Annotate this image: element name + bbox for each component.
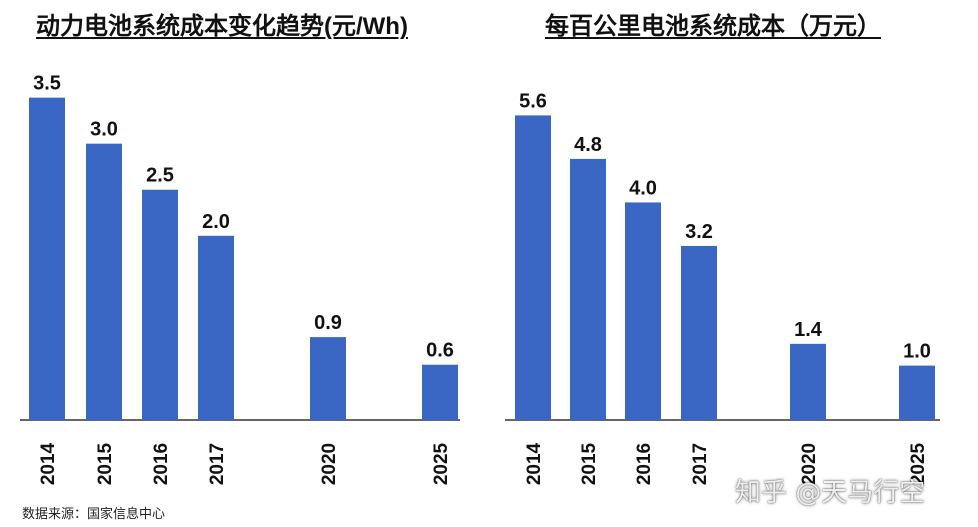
left-value-label: 2.0	[202, 211, 230, 233]
right-tick-label: 2017	[690, 443, 711, 485]
right-chart-title: 每百公里电池系统成本（万元）	[545, 13, 881, 40]
watermark: 知乎 @天马行空	[735, 478, 926, 508]
right-bar	[570, 158, 606, 420]
right-value-label: 1.4	[794, 319, 823, 341]
right-value-label: 5.6	[519, 90, 547, 112]
left-value-label: 0.6	[426, 340, 454, 362]
left-value-label: 2.5	[146, 165, 174, 187]
left-tick-label: 2014	[38, 442, 59, 485]
right-bar	[899, 365, 935, 420]
left-bar	[310, 337, 346, 420]
left-bar	[86, 143, 122, 420]
left-chart-title: 动力电池系统成本变化趋势(元/Wh)	[36, 13, 408, 40]
left-tick-label: 2016	[151, 443, 172, 485]
right-value-label: 4.0	[629, 177, 657, 199]
data-source-note: 数据来源：国家信息中心	[22, 507, 166, 522]
right-bar	[515, 115, 551, 421]
right-value-label: 4.8	[574, 134, 602, 156]
right-tick-label: 2020	[799, 443, 820, 485]
left-bar	[29, 97, 65, 420]
right-tick-label: 2025	[908, 442, 929, 485]
right-tick-label: 2016	[634, 443, 655, 485]
right-value-label: 1.0	[903, 341, 931, 363]
left-bar	[422, 364, 458, 420]
left-tick-label: 2025	[431, 442, 452, 485]
left-tick-label: 2020	[319, 443, 340, 485]
right-bar	[681, 245, 717, 420]
left-value-label: 0.9	[314, 312, 342, 334]
right-tick-label: 2014	[524, 442, 545, 485]
left-bar	[198, 235, 234, 420]
left-tick-label: 2017	[207, 443, 228, 485]
right-value-label: 3.2	[685, 221, 713, 243]
left-bar	[142, 189, 178, 420]
left-tick-label: 2015	[95, 442, 116, 485]
right-tick-label: 2015	[579, 442, 600, 485]
left-value-label: 3.0	[90, 119, 118, 141]
right-bar	[790, 343, 826, 420]
left-value-label: 3.5	[33, 73, 61, 95]
right-bar	[625, 202, 661, 420]
